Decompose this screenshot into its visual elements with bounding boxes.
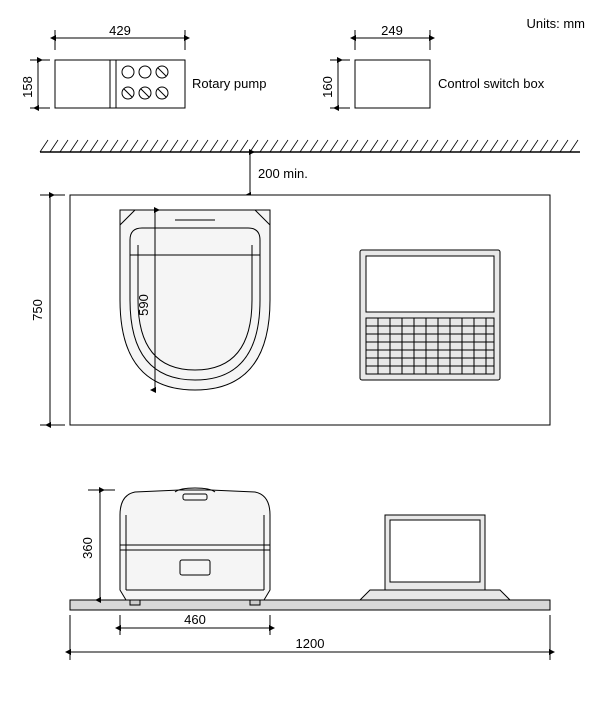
wall-hatch (40, 140, 580, 152)
control-box-diagram: 249 160 Control switch box (320, 23, 545, 108)
units-label: Units: mm (527, 16, 586, 31)
bench-depth-dim: 750 (30, 195, 65, 425)
laptop-front (360, 515, 510, 600)
wall-clearance-dim: 200 min. (250, 152, 308, 195)
main-unit-front (120, 488, 270, 605)
control-box-width: 249 (381, 23, 403, 38)
control-box-height: 160 (320, 76, 335, 98)
rotary-pump-width: 429 (109, 23, 131, 38)
rotary-pump-diagram: 429 158 Rotary pump (20, 23, 266, 108)
unit-height-value: 360 (80, 537, 95, 559)
bench-depth-value: 750 (30, 299, 45, 321)
control-box-body (355, 60, 430, 108)
laptop-top (360, 250, 500, 380)
top-view: 590 (70, 195, 550, 425)
bench-width-value: 1200 (296, 636, 325, 651)
unit-width-value: 460 (184, 612, 206, 627)
control-box-label: Control switch box (438, 76, 545, 91)
bench-front (70, 600, 550, 610)
front-view: 360 460 1200 (70, 488, 550, 660)
rotary-pump-label: Rotary pump (192, 76, 266, 91)
unit-depth-value: 590 (136, 294, 151, 316)
rotary-pump-height: 158 (20, 76, 35, 98)
wall-clearance-value: 200 min. (258, 166, 308, 181)
